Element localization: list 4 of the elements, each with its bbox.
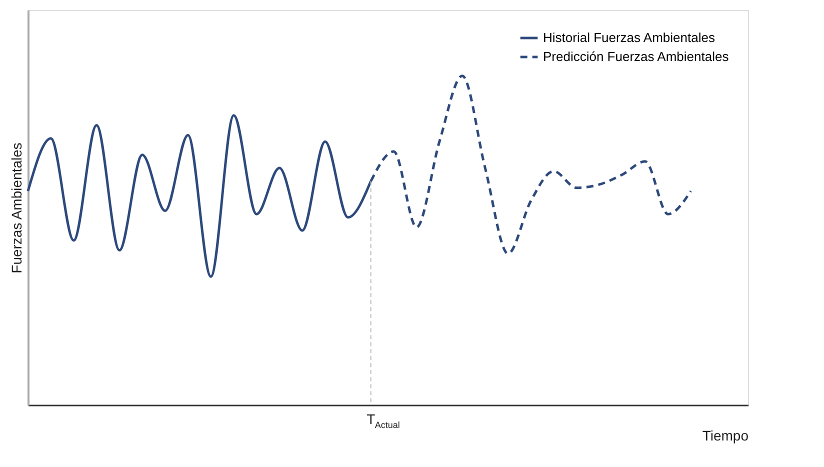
legend-label: Predicción Fuerzas Ambientales (543, 49, 730, 64)
y-axis-title: Fuerzas Ambientales (8, 142, 24, 274)
legend-label: Historial Fuerzas Ambientales (543, 30, 716, 45)
x-axis-title: Tiempo (702, 428, 749, 444)
